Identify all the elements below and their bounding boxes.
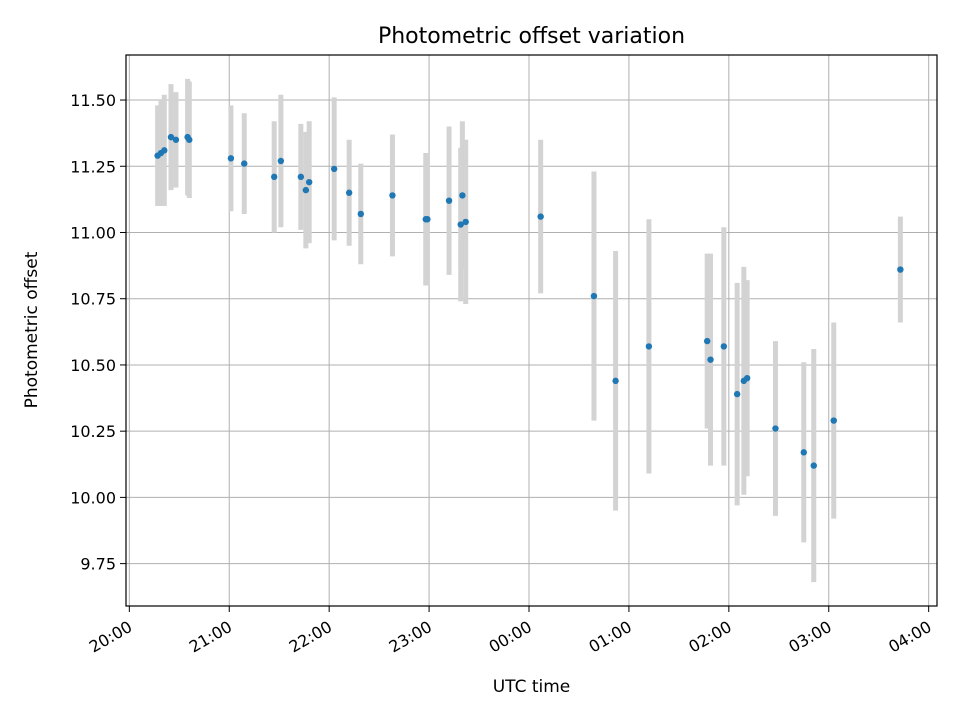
data-point bbox=[733, 390, 741, 398]
data-point bbox=[772, 425, 779, 432]
data-point bbox=[743, 374, 751, 382]
data-point bbox=[357, 210, 365, 218]
y-axis-label: Photometric offset bbox=[22, 251, 42, 408]
y-tick-label: 10.50 bbox=[70, 356, 116, 375]
plot-frame bbox=[125, 54, 938, 607]
data-points bbox=[154, 133, 904, 469]
data-point bbox=[345, 189, 353, 196]
data-point bbox=[305, 178, 313, 186]
x-axis-label: UTC time bbox=[493, 677, 571, 697]
data-point bbox=[830, 417, 837, 424]
data-point bbox=[186, 136, 193, 143]
data-point bbox=[897, 266, 904, 273]
data-point bbox=[810, 462, 817, 469]
y-tick-label: 10.00 bbox=[70, 488, 116, 507]
y-tick-label: 10.25 bbox=[70, 422, 116, 441]
data-point bbox=[167, 133, 175, 141]
y-tick-label: 9.75 bbox=[80, 555, 116, 574]
data-point bbox=[297, 173, 305, 181]
data-point bbox=[703, 337, 711, 345]
data-point bbox=[590, 292, 598, 300]
data-point bbox=[459, 192, 466, 199]
data-point bbox=[330, 165, 338, 173]
data-point bbox=[227, 155, 235, 162]
data-point bbox=[445, 197, 453, 204]
data-point bbox=[241, 160, 248, 167]
data-point bbox=[645, 343, 653, 350]
y-tick-label: 10.75 bbox=[70, 290, 116, 309]
data-point bbox=[302, 186, 310, 194]
data-point bbox=[172, 136, 180, 143]
data-point bbox=[537, 213, 544, 220]
data-point bbox=[424, 216, 431, 223]
data-point bbox=[277, 157, 285, 165]
data-point bbox=[707, 356, 714, 363]
data-point bbox=[457, 221, 464, 228]
chart-title: Photometric offset variation bbox=[378, 24, 685, 49]
y-tick-label: 11.25 bbox=[70, 157, 116, 176]
data-point bbox=[612, 377, 619, 385]
y-tick-label: 11.00 bbox=[70, 223, 116, 242]
data-point bbox=[161, 147, 168, 154]
data-point bbox=[720, 343, 728, 350]
data-point bbox=[271, 173, 278, 181]
data-point bbox=[389, 192, 396, 199]
data-point bbox=[800, 449, 807, 456]
y-tick-label: 11.50 bbox=[70, 91, 116, 110]
data-point bbox=[462, 218, 469, 226]
